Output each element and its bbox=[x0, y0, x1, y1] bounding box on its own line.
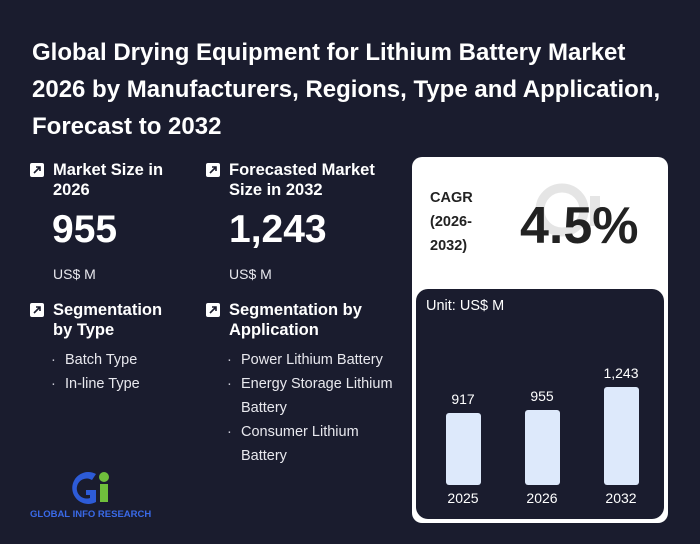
bar-category-label: 2026 bbox=[526, 490, 558, 506]
segmentation-type-label: Segmentation by Type bbox=[53, 301, 163, 339]
forecast-size-heading: Forecasted Market Size in 2032 bbox=[206, 160, 396, 200]
bar-value-label: 1,243 bbox=[603, 365, 639, 381]
arrow-up-right-icon bbox=[206, 163, 220, 177]
list-item: Energy Storage Lithium Battery bbox=[227, 372, 397, 420]
list-item: Batch Type bbox=[51, 348, 201, 372]
bar-chart: Unit: US$ M 917 2025 955 2026 1,243 2032 bbox=[416, 289, 664, 519]
watermark-icon bbox=[492, 170, 662, 285]
bar-2026 bbox=[524, 409, 560, 485]
market-size-value: 955 bbox=[52, 208, 118, 251]
market-size-heading: Market Size in 2026 bbox=[30, 160, 180, 200]
cagr-value: 4.5% bbox=[520, 197, 639, 255]
gi-logo-icon: GLOBAL INFO RESEARCH bbox=[30, 472, 151, 520]
bar-category-label: 2025 bbox=[447, 490, 479, 506]
bar-value-label: 955 bbox=[530, 387, 554, 404]
bar-value-label: 917 bbox=[451, 390, 475, 407]
market-size-label: Market Size in 2026 bbox=[53, 161, 164, 199]
segmentation-application-list: Power Lithium Battery Energy Storage Lit… bbox=[227, 348, 397, 468]
market-size-unit: US$ M bbox=[53, 266, 96, 282]
bar-2025 bbox=[445, 412, 481, 485]
list-item: In-line Type bbox=[51, 372, 201, 396]
logo-text: GLOBAL INFO RESEARCH bbox=[30, 509, 151, 520]
arrow-up-right-icon bbox=[30, 163, 44, 177]
bar-2032 bbox=[603, 387, 639, 485]
forecast-size-value: 1,243 bbox=[229, 208, 327, 251]
list-item: Consumer Lithium Battery bbox=[227, 420, 397, 468]
chart-unit-label: Unit: US$ M bbox=[426, 298, 505, 314]
forecast-size-label: Forecasted Market Size in 2032 bbox=[229, 161, 375, 199]
forecast-size-unit: US$ M bbox=[229, 266, 272, 282]
segmentation-application-heading: Segmentation by Application bbox=[206, 300, 396, 340]
arrow-up-right-icon bbox=[206, 303, 220, 317]
segmentation-application-label: Segmentation by Application bbox=[229, 301, 362, 339]
company-logo: GLOBAL INFO RESEARCH bbox=[30, 468, 175, 525]
segmentation-type-list: Batch Type In-line Type bbox=[51, 348, 201, 396]
segmentation-type-heading: Segmentation by Type bbox=[30, 300, 180, 340]
bar-category-label: 2032 bbox=[605, 490, 637, 506]
cagr-label: CAGR (2026-2032) bbox=[430, 190, 473, 254]
page-title: Global Drying Equipment for Lithium Batt… bbox=[32, 39, 661, 140]
arrow-up-right-icon bbox=[30, 303, 44, 317]
list-item: Power Lithium Battery bbox=[227, 348, 397, 372]
